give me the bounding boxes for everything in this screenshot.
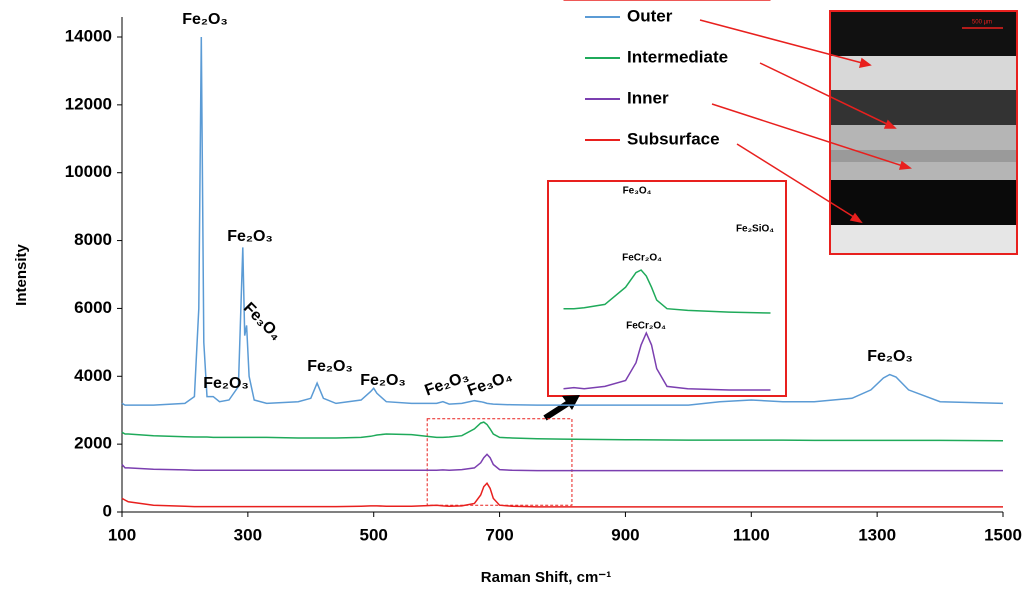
x-tick-label: 1100 bbox=[733, 525, 770, 544]
y-tick-label: 0 bbox=[103, 501, 112, 520]
y-tick-label: 12000 bbox=[65, 94, 112, 113]
x-tick-label: 300 bbox=[234, 525, 262, 544]
y-tick-label: 8000 bbox=[74, 230, 112, 249]
series-line bbox=[121, 421, 1004, 442]
scale-label: 500 µm bbox=[972, 20, 992, 26]
y-tick-label: 14000 bbox=[65, 26, 112, 45]
x-tick-label: 100 bbox=[108, 525, 136, 544]
y-tick-label: 6000 bbox=[74, 298, 112, 317]
peak-annotation: Fe₂O₃ bbox=[182, 11, 228, 28]
y-axis-label: Intensity bbox=[13, 244, 30, 306]
x-tick-label: 1500 bbox=[984, 525, 1022, 544]
x-axis-label: Raman Shift, cm⁻¹ bbox=[481, 569, 611, 586]
peak-annotation: Fe₂O₃ bbox=[360, 372, 406, 389]
peak-annotation: Fe₂O₃ bbox=[227, 228, 273, 245]
legend-label: Outer bbox=[627, 6, 673, 25]
x-tick-label: 1300 bbox=[858, 525, 896, 544]
y-tick-label: 2000 bbox=[74, 434, 112, 453]
legend-label: Intermediate bbox=[627, 47, 728, 66]
x-tick-label: 500 bbox=[360, 525, 388, 544]
series-line bbox=[121, 36, 1004, 406]
legend-label: Subsurface bbox=[627, 129, 720, 148]
x-tick-label: 700 bbox=[485, 525, 513, 544]
x-tick-label: 900 bbox=[611, 525, 639, 544]
y-tick-label: 10000 bbox=[65, 162, 112, 181]
inset-label: FeCr₂O₄ bbox=[626, 321, 666, 332]
peak-annotation: Fe₃O₄ bbox=[465, 368, 514, 400]
series-line bbox=[121, 453, 1003, 472]
peak-annotation: Fe₂O₃ bbox=[423, 368, 472, 400]
zoom-arrow bbox=[543, 395, 580, 421]
legend-arrows bbox=[699, 19, 912, 224]
y-tick-label: 4000 bbox=[74, 366, 112, 385]
inset-label: FeCr₂O₄ bbox=[622, 253, 662, 264]
inset-label: Fe₂SiO₄ bbox=[736, 224, 774, 235]
legend-label: Inner bbox=[627, 88, 669, 107]
peak-annotation: Fe₂O₃ bbox=[867, 348, 913, 365]
micrograph bbox=[829, 10, 1018, 255]
peak-annotation: Fe₂O₃ bbox=[203, 375, 249, 392]
peak-annotation: Fe₂O₃ bbox=[307, 358, 353, 375]
series-line bbox=[121, 481, 1003, 508]
inset-label: Fe₃O₄ bbox=[623, 186, 652, 197]
inset-line bbox=[563, 331, 771, 391]
inset-line bbox=[563, 269, 771, 314]
inset-frame bbox=[547, 180, 787, 397]
zoom-box bbox=[426, 418, 573, 506]
